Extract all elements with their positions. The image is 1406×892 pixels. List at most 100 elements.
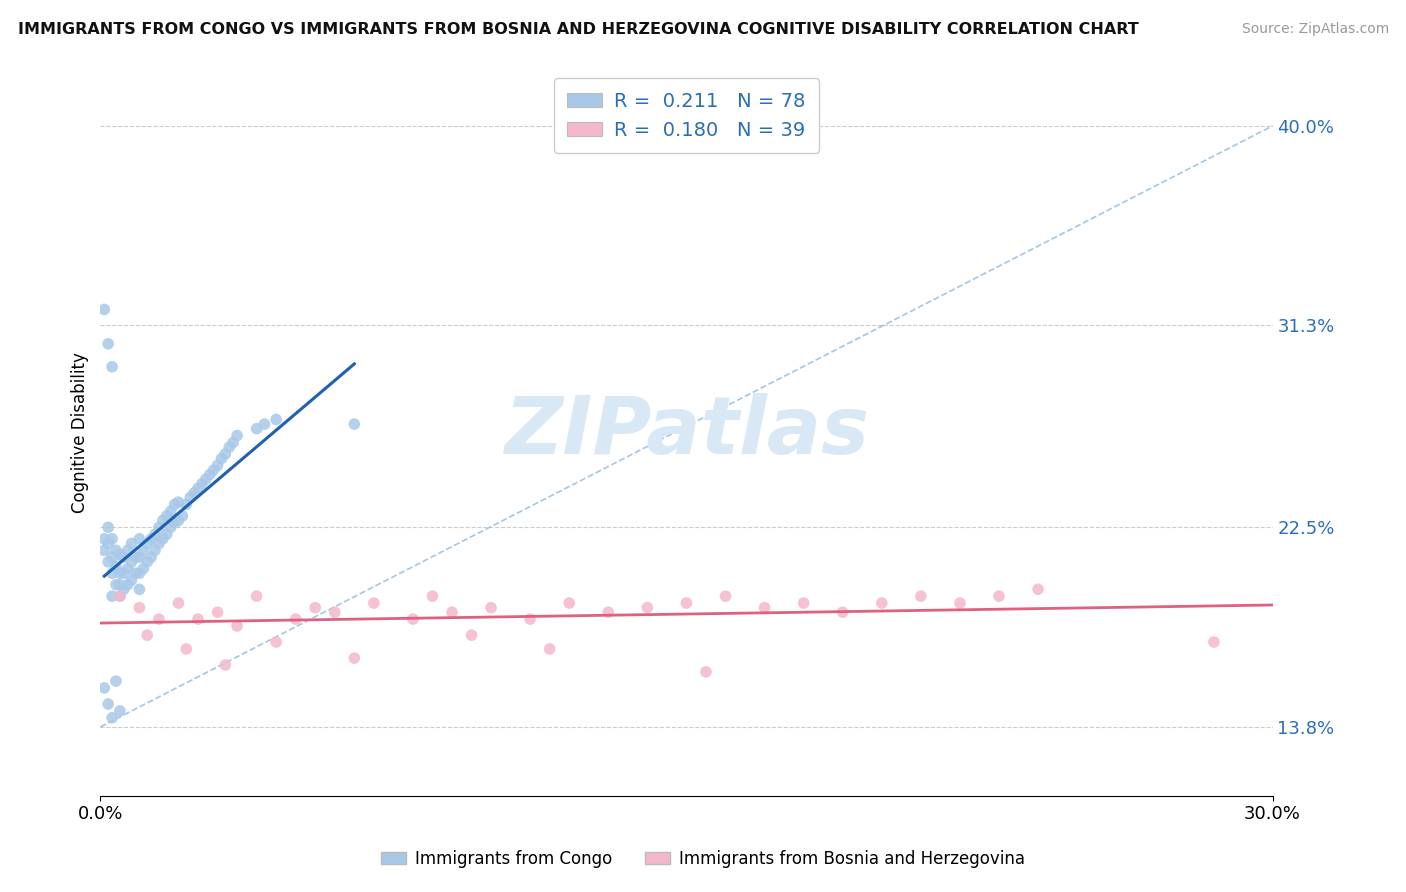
Point [194,472,217,486]
Point [179,491,201,505]
Point [108,589,131,603]
Point [304,600,326,615]
Point [714,589,737,603]
Point [191,476,214,491]
Point [187,481,209,495]
Point [128,566,150,581]
Point [101,711,124,725]
Point [97,555,120,569]
Point [222,435,245,450]
Point [156,527,179,541]
Point [949,596,972,610]
Point [156,508,179,523]
Point [124,550,146,565]
Point [218,440,240,454]
Point [440,605,463,619]
Point [124,566,146,581]
Point [910,589,932,603]
Point [132,561,155,575]
Point [207,605,229,619]
Point [636,600,658,615]
Point [108,566,131,581]
Point [172,508,194,523]
Point [112,566,135,581]
Point [246,422,269,436]
Point [143,543,166,558]
Point [128,600,150,615]
Point [343,417,366,431]
Point [402,612,425,626]
Point [97,697,120,711]
Point [108,704,131,718]
Point [97,536,120,550]
Point [167,495,190,509]
Point [1026,582,1049,597]
Point [132,543,155,558]
Point [519,612,541,626]
Point [97,520,120,534]
Point [831,605,853,619]
Point [101,532,124,546]
Point [159,520,181,534]
Point [152,513,174,527]
Point [538,642,561,657]
Point [93,681,115,695]
Point [253,417,276,431]
Point [93,543,115,558]
Point [422,589,444,603]
Point [148,536,170,550]
Point [101,359,124,374]
Point [93,532,115,546]
Point [167,513,190,527]
Point [148,612,170,626]
Point [104,674,127,689]
Point [754,600,776,615]
Point [226,619,249,633]
Point [214,447,236,461]
Point [363,596,385,610]
Point [104,577,127,591]
Point [246,589,269,603]
Point [141,550,163,565]
Point [148,520,170,534]
Point [202,463,225,477]
Point [104,559,127,574]
Point [128,550,150,565]
Y-axis label: Cognitive Disability: Cognitive Disability [72,351,89,513]
Point [101,566,124,581]
Point [176,497,198,511]
Point [112,550,135,565]
Legend: R =  0.211   N = 78, R =  0.180   N = 39: R = 0.211 N = 78, R = 0.180 N = 39 [554,78,820,153]
Point [793,596,815,610]
Point [214,658,236,673]
Point [226,428,249,442]
Text: ZIPatlas: ZIPatlas [503,393,869,471]
Point [117,543,139,558]
Point [128,532,150,546]
Point [284,612,307,626]
Point [136,628,159,642]
Point [176,642,198,657]
Point [675,596,697,610]
Point [460,628,482,642]
Point [695,665,717,679]
Point [112,582,135,597]
Point [207,458,229,473]
Point [117,561,139,575]
Point [117,577,139,591]
Point [264,412,287,426]
Point [264,635,287,649]
Point [121,555,143,569]
Point [870,596,893,610]
Point [108,577,131,591]
Point [121,536,143,550]
Point [97,336,120,351]
Point [108,548,131,562]
Point [104,543,127,558]
Text: Source: ZipAtlas.com: Source: ZipAtlas.com [1241,22,1389,37]
Point [108,589,131,603]
Point [183,486,205,500]
Point [558,596,581,610]
Point [128,582,150,597]
Point [159,504,181,518]
